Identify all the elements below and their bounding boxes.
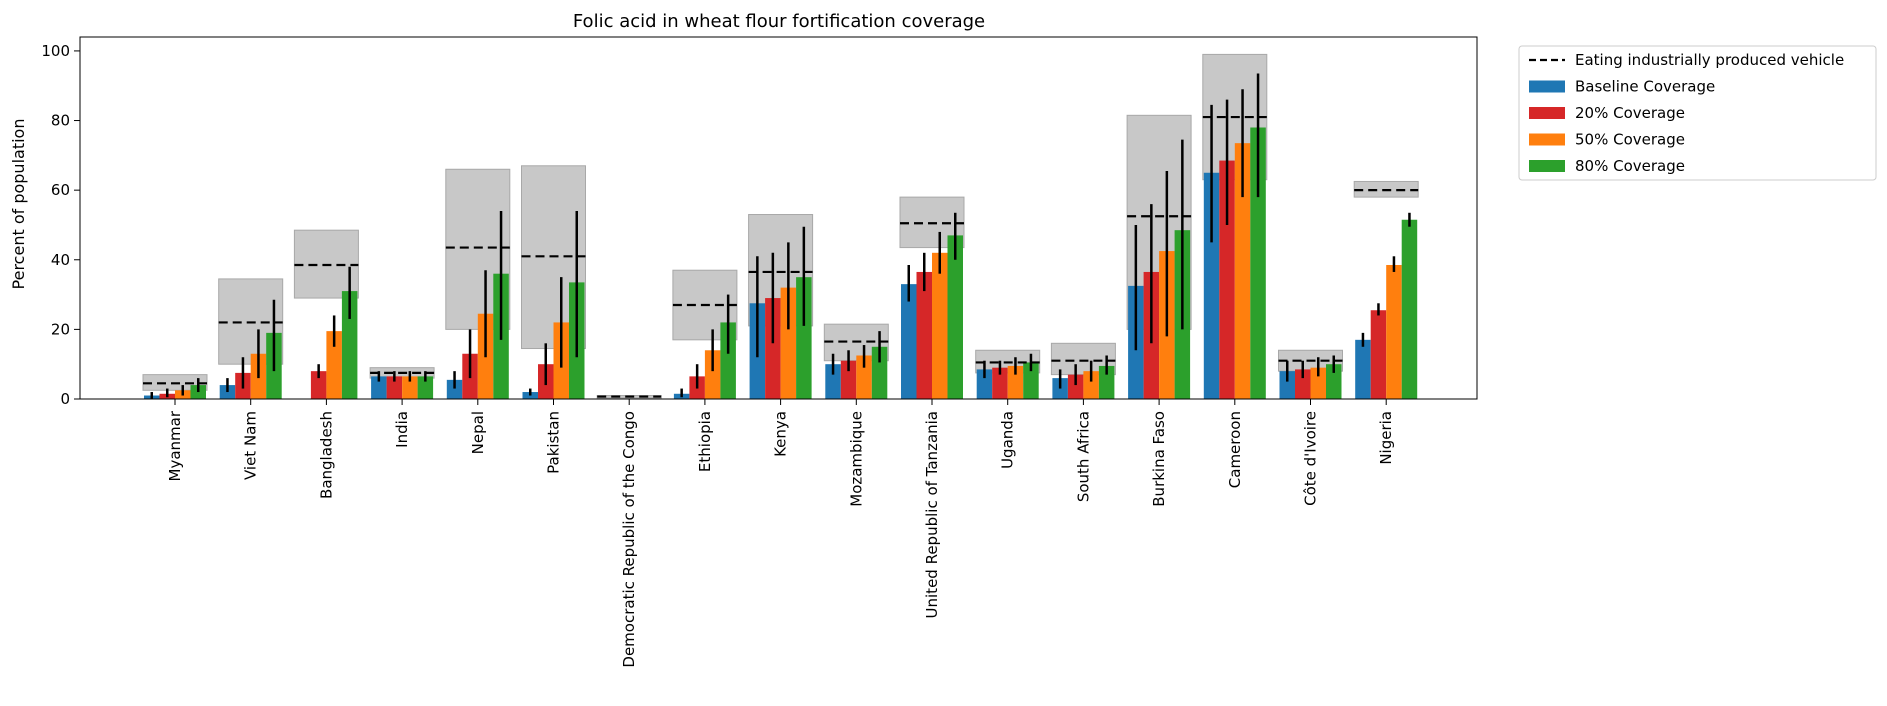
legend-label: 20% Coverage: [1575, 104, 1685, 122]
x-tick-label: Cameroon: [1226, 411, 1244, 488]
bar: [402, 376, 418, 399]
bar: [932, 252, 948, 399]
y-tick-label: 20: [51, 320, 70, 338]
bar: [901, 284, 917, 399]
x-axis: Myanmar Viet Nam Bangladesh India Nepal Pakis…: [166, 399, 1395, 668]
bar: [1219, 160, 1235, 399]
x-tick-label: Côte d'Ivoire: [1302, 411, 1320, 506]
x-tick-label: Myanmar: [166, 410, 184, 481]
bar: [371, 376, 387, 399]
legend-swatch: [1529, 133, 1565, 146]
bar: [310, 371, 327, 399]
bar: [947, 235, 963, 399]
y-tick-label: 40: [51, 251, 70, 269]
y-tick-label: 100: [41, 42, 70, 60]
y-tick-label: 80: [51, 112, 70, 130]
chart-title: Folic acid in wheat flour fortification …: [573, 11, 985, 32]
x-tick-label: United Republic of Tanzania: [923, 411, 941, 618]
legend-label: Baseline Coverage: [1575, 78, 1715, 96]
plot-area: [142, 53, 1419, 399]
plot-frame: [79, 36, 1478, 400]
bar: [446, 379, 463, 399]
bar: [1007, 365, 1024, 399]
bar: [780, 287, 797, 399]
bar: [825, 364, 841, 399]
bar: [1250, 127, 1266, 399]
y-tick-label: 60: [51, 181, 70, 199]
bar: [1023, 362, 1039, 399]
bar: [1370, 310, 1387, 399]
legend-label: Eating industrially produced vehicle: [1575, 51, 1844, 69]
bar: [1098, 365, 1115, 399]
bar: [765, 298, 781, 399]
bar: [326, 331, 342, 399]
bar: [1401, 219, 1418, 399]
x-tick-label: South Africa: [1074, 411, 1092, 502]
bar: [871, 346, 888, 399]
bar: [1279, 371, 1295, 399]
x-tick-label: Uganda: [999, 411, 1017, 469]
bar: [796, 277, 812, 399]
legend-box: [1518, 45, 1877, 181]
legend-swatch: [1529, 160, 1565, 172]
bar: [704, 350, 721, 399]
y-tick-label: 0: [60, 390, 70, 408]
x-tick-label: Bangladesh: [317, 411, 335, 499]
bar: [976, 369, 993, 399]
bar: [386, 376, 403, 399]
legend-label: 80% Coverage: [1575, 157, 1685, 175]
x-tick-label: Democratic Republic of the Congo: [620, 411, 638, 668]
bar: [856, 355, 872, 399]
x-tick-label: Ethiopia: [696, 411, 714, 472]
bar: [1326, 364, 1342, 399]
x-tick-label: Viet Nam: [242, 411, 260, 480]
x-tick-label: Burkina Faso: [1150, 411, 1168, 507]
bar: [992, 367, 1008, 399]
bar: [1386, 264, 1402, 399]
bar: [1355, 339, 1371, 399]
bar: [1203, 172, 1220, 399]
bar: [1295, 369, 1311, 399]
bar: [720, 322, 736, 399]
bar: [341, 291, 358, 399]
legend-label: 50% Coverage: [1575, 131, 1685, 149]
y-axis-label: Percent of population: [9, 119, 28, 290]
bar: [417, 376, 434, 399]
x-tick-label: Nepal: [469, 411, 487, 454]
bar: [1067, 374, 1084, 399]
bar: [1310, 367, 1326, 399]
legend-swatch: [1529, 80, 1565, 93]
legend: Eating industrially produced vehicle Base…: [1518, 45, 1877, 181]
x-tick-label: Mozambique: [847, 411, 865, 507]
x-tick-label: Kenya: [772, 411, 790, 457]
y-axis: 0 20 40 60 80 100: [41, 42, 80, 408]
legend-swatch: [1529, 107, 1565, 119]
bar: [1083, 371, 1099, 399]
bar: [840, 360, 857, 399]
x-tick-label: Nigeria: [1377, 411, 1395, 465]
bar: [1234, 143, 1251, 399]
x-tick-label: Pakistan: [545, 411, 563, 474]
bar: [916, 271, 932, 399]
x-tick-label: India: [393, 411, 411, 448]
